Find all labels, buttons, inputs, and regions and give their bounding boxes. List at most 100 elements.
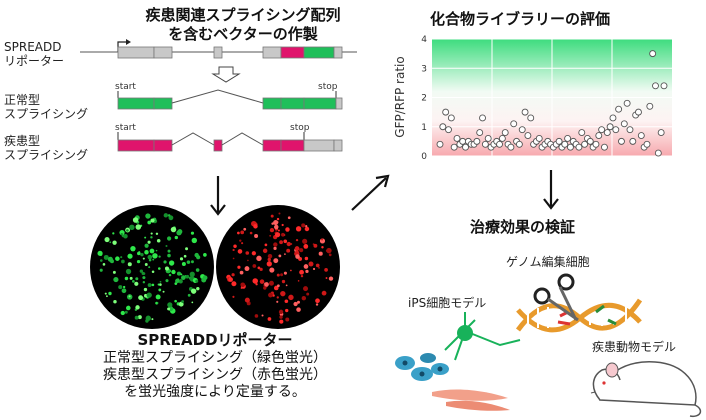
reporter-label-line2: リポーター <box>4 54 65 68</box>
fluorescent-cell <box>202 275 208 281</box>
fluorescent-cell <box>150 232 153 235</box>
fluorescent-cell <box>273 242 278 247</box>
fluorescent-cell <box>163 213 169 218</box>
fluorescent-cell <box>243 227 247 231</box>
fluorescent-cell <box>195 268 200 272</box>
fluorescent-cell <box>183 254 187 258</box>
fluorescent-cell <box>297 280 300 282</box>
fluorescent-cell <box>283 239 288 244</box>
fluorescent-cell <box>122 285 126 289</box>
fluorescent-cell <box>123 233 128 239</box>
chart-point <box>496 140 503 148</box>
fluorescent-cell <box>254 314 259 318</box>
fluorescent-cell <box>328 276 334 281</box>
fluorescent-cell <box>112 270 116 274</box>
fluorescent-cell <box>286 248 291 253</box>
fluorescent-cell <box>328 253 332 257</box>
fluorescent-cell <box>318 251 323 256</box>
fluorescent-cell <box>144 236 147 239</box>
fluorescent-cell <box>281 232 285 237</box>
fluorescent-cell <box>255 283 258 286</box>
chart-point <box>484 134 492 142</box>
fluorescent-cell <box>300 274 304 278</box>
chart-point <box>657 129 665 137</box>
fluorescent-cell <box>107 256 113 262</box>
exon-grey-4 <box>333 46 343 59</box>
fluorescent-cell <box>247 259 249 262</box>
chart-point <box>566 143 574 151</box>
chart-point <box>635 108 642 116</box>
fluorescent-cell <box>325 277 328 279</box>
reporter-label-line1: SPREADD <box>4 40 62 54</box>
fluorescent-cell <box>296 307 301 312</box>
fluorescent-cell <box>264 282 269 287</box>
fluorescent-cell <box>232 257 235 260</box>
chart-point <box>527 114 535 122</box>
fluorescent-cell <box>196 255 201 260</box>
fluorescent-cell <box>99 268 103 272</box>
fluorescent-cell <box>170 226 177 233</box>
fluorescent-cell <box>176 271 182 276</box>
chart-point <box>442 108 450 116</box>
flow-arrows <box>210 170 559 216</box>
fluorescent-cell <box>278 309 284 315</box>
fluorescent-cell <box>179 257 184 261</box>
fluorescent-cell <box>252 278 258 284</box>
normal-stop-label: stop <box>318 82 338 92</box>
exon-grey-1 <box>117 46 155 59</box>
fluorescent-cell <box>280 290 286 297</box>
fluorescent-cell <box>285 284 288 287</box>
fluorescent-cell <box>129 224 135 230</box>
fluorescent-cell <box>321 238 324 241</box>
chart-point <box>507 143 515 151</box>
fluorescent-cell <box>115 256 120 261</box>
fluorescent-cell <box>130 246 136 252</box>
chart-y-tick-label: 3 <box>421 64 427 74</box>
fluorescent-cell <box>113 299 117 304</box>
fluorescent-cell <box>102 263 106 266</box>
chart-point <box>646 102 654 110</box>
fluorescent-cell <box>259 267 263 271</box>
chart-point <box>561 140 569 148</box>
construct-title: 疾患関連スプライシング配列 を含むベクターの作製 <box>113 6 373 44</box>
fluorescent-cell <box>147 254 153 260</box>
fluorescent-cell <box>156 302 159 304</box>
fluorescent-cell <box>167 214 171 217</box>
fluorescent-cell <box>121 288 127 294</box>
fluorescent-cell <box>297 300 300 304</box>
fluorescent-cell <box>237 249 243 254</box>
fluorescent-cell <box>321 290 327 296</box>
fluorescent-cell <box>306 292 310 296</box>
fluorescent-cell <box>144 243 149 248</box>
chart-point <box>476 129 484 137</box>
fluorescent-cell <box>231 281 237 287</box>
normal-splicing-label: 正常型 スプライシング <box>4 93 88 121</box>
fluorescent-cell <box>177 229 183 235</box>
chart-point <box>649 50 657 58</box>
chart-point <box>578 129 586 137</box>
fluorescent-cell <box>251 251 256 256</box>
chart-point <box>603 129 611 137</box>
fluorescent-cell <box>138 295 144 301</box>
chart-point <box>510 120 518 128</box>
muscle-cells-icon <box>432 389 510 411</box>
fluorescent-cell <box>294 246 300 251</box>
fluorescent-cell <box>120 310 125 316</box>
fluorescent-cell <box>158 288 162 292</box>
construct-title-line1: 疾患関連スプライシング配列 <box>145 6 341 24</box>
fluorescent-cell <box>273 258 279 264</box>
fluorescent-cell <box>267 253 273 259</box>
chart-point <box>436 140 444 148</box>
fluorescent-cell <box>232 295 235 298</box>
fluorescent-cell <box>174 235 178 240</box>
fluorescent-cell <box>132 217 139 223</box>
caption-title: SPREADDリポーター <box>137 331 293 349</box>
fluorescent-cell <box>151 270 155 273</box>
chart-y-tick-label: 4 <box>421 35 427 45</box>
fluorescent-cell <box>269 234 272 237</box>
chart-y-tick-label: 0 <box>421 152 427 162</box>
chart-point <box>643 140 651 148</box>
fluorescent-cell <box>280 273 284 277</box>
fluorescent-cell <box>203 253 207 257</box>
fluorescent-cell <box>315 303 319 306</box>
